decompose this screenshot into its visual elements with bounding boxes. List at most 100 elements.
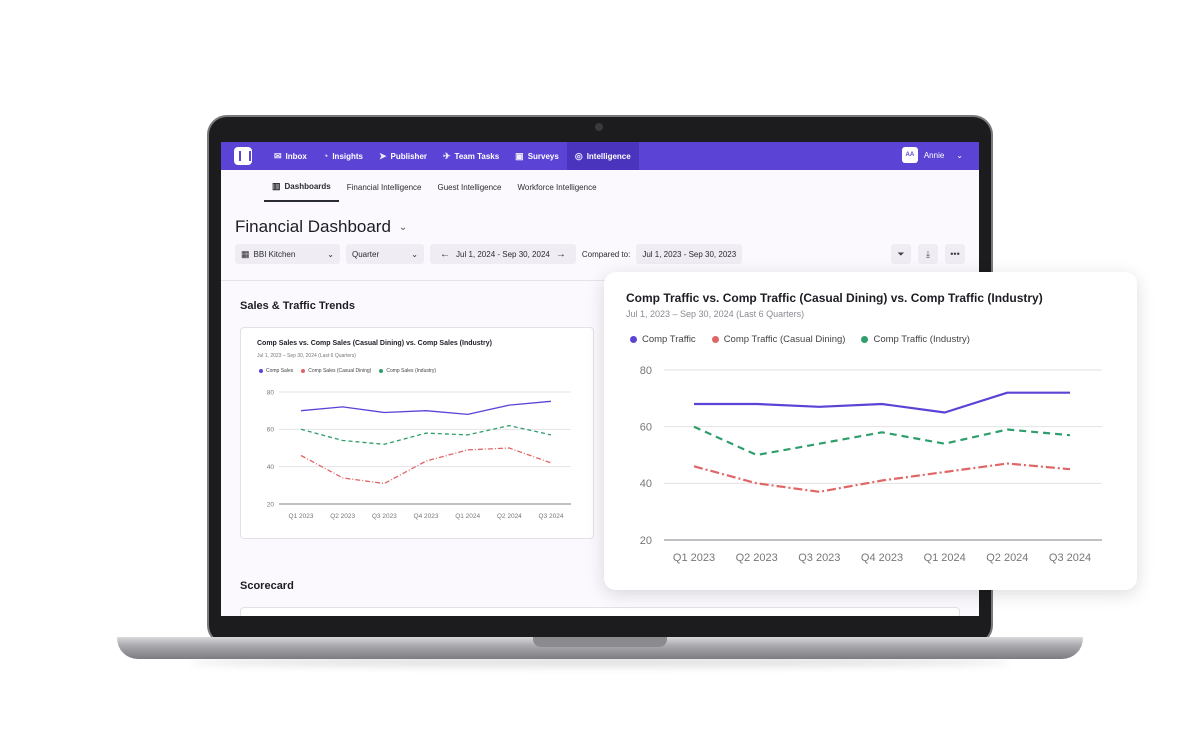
comp-traffic-chart: 20 40 60 80 Q1 2023 Q2 2023 Q3 2023 Q4 2023 Q1 2…	[640, 365, 1102, 564]
nav-insights-label: Insights	[332, 151, 363, 161]
compared-range-value: Jul 1, 2023 - Sep 30, 2023	[642, 249, 737, 259]
tab-workforce-intelligence[interactable]: Workforce Intelligence	[510, 172, 605, 202]
nav-intelligence[interactable]: ◎ Intelligence	[566, 142, 639, 170]
legend-dot	[379, 369, 384, 373]
nav-surveys[interactable]: ▣ Surveys	[507, 142, 567, 170]
page-title-text: Financial Dashboard	[235, 217, 391, 236]
avatar: AA	[901, 147, 918, 163]
nav-team-tasks-label: Team Tasks	[454, 151, 500, 161]
x-tick-label: Q1 2024	[924, 552, 966, 564]
nav-inbox-label: Inbox	[285, 151, 307, 161]
filter-button[interactable]: ⏷	[891, 244, 911, 264]
user-menu[interactable]: AA Annie ⌄	[901, 147, 963, 163]
sub-tabs: ▥ Dashboards Financial Intelligence Gues…	[264, 172, 605, 202]
nav-intelligence-label: Intelligence	[586, 151, 631, 161]
chevron-down-icon: ⌄	[327, 249, 334, 259]
legend-label: Comp Sales (Casual Dining)	[308, 368, 372, 374]
chart-legend: Comp Traffic Comp Traffic (Casual Dining…	[630, 334, 986, 345]
section-title-sales-traffic: Sales & Traffic Trends	[240, 300, 355, 312]
compared-label: Compared to:	[581, 249, 631, 259]
arrow-right-icon[interactable]: →	[555, 248, 566, 260]
nav-inbox[interactable]: ✉ Inbox	[266, 142, 315, 170]
chevron-down-icon: ⌄	[956, 150, 963, 160]
rocket-icon: ✈	[443, 150, 451, 161]
download-icon: ⤓	[926, 248, 930, 259]
laptop-notch	[533, 637, 667, 647]
comp-sales-chart: 20 40 60 80 Q1 2023 Q2 2023 Q3 2023 Q4 2023 Q1 2…	[267, 389, 571, 520]
chart-card-comp-sales: Comp Sales vs. Comp Sales (Casual Dining…	[240, 327, 594, 539]
laptop-base	[117, 637, 1083, 659]
y-tick-label: 40	[267, 464, 275, 471]
laptop-shadow	[190, 657, 1010, 667]
tab-dashboards[interactable]: ▥ Dashboards	[264, 172, 339, 202]
legend-dot	[259, 369, 263, 373]
laptop-camera	[595, 123, 603, 131]
clipboard-icon: ▣	[515, 150, 524, 161]
legend-item[interactable]: Comp Traffic (Casual Dining)	[711, 334, 846, 345]
legend-item[interactable]: Comp Sales (Industry)	[379, 368, 436, 374]
y-tick-label: 60	[267, 427, 275, 434]
legend-dot	[711, 336, 719, 343]
send-icon: ➤	[379, 150, 387, 161]
pie-icon: ◔	[322, 151, 329, 161]
legend-label: Comp Traffic (Casual Dining)	[723, 334, 846, 345]
legend-dot	[861, 336, 869, 343]
series-line	[300, 424, 552, 445]
user-name: Annie	[923, 150, 945, 160]
legend-label: Comp Traffic (Industry)	[873, 334, 970, 345]
scorecard-card	[240, 607, 960, 616]
top-nav: ✉ Inbox ◔ Insights ➤ Publisher ✈ Team Ta…	[221, 142, 979, 170]
legend-item[interactable]: Comp Traffic	[630, 334, 696, 345]
app-logo-icon[interactable]	[234, 147, 252, 165]
nav-team-tasks[interactable]: ✈ Team Tasks	[435, 142, 507, 170]
compared-range-picker[interactable]: Jul 1, 2023 - Sep 30, 2023	[636, 244, 743, 264]
tab-guest-intelligence-label: Guest Intelligence	[437, 182, 502, 192]
legend-item[interactable]: Comp Sales	[259, 368, 293, 374]
y-tick-label: 80	[640, 365, 652, 377]
legend-item[interactable]: Comp Sales (Casual Dining)	[301, 368, 371, 374]
legend-item[interactable]: Comp Traffic (Industry)	[861, 334, 970, 345]
nav-publisher-label: Publisher	[390, 151, 427, 161]
y-tick-label: 40	[640, 478, 652, 490]
download-button[interactable]: ⤓	[918, 244, 938, 264]
app-screen: ✉ Inbox ◔ Insights ➤ Publisher ✈ Team Ta…	[221, 142, 979, 616]
legend-dot	[630, 336, 637, 343]
x-tick-label: Q2 2023	[736, 552, 778, 564]
y-tick-label: 60	[640, 422, 652, 434]
tab-guest-intelligence[interactable]: Guest Intelligence	[429, 172, 509, 202]
series-line	[694, 391, 1070, 414]
chart-title: Comp Traffic vs. Comp Traffic (Casual Di…	[626, 291, 1043, 305]
x-tick-label: Q2 2023	[330, 513, 355, 520]
x-tick-label: Q1 2023	[289, 513, 314, 520]
arrow-left-icon[interactable]: ←	[440, 248, 450, 260]
x-tick-label: Q3 2023	[372, 513, 397, 520]
x-tick-label: Q1 2023	[673, 552, 715, 564]
chart-subtitle: Jul 1, 2023 – Sep 30, 2024 (Last 6 Quart…	[626, 309, 805, 319]
nav-publisher[interactable]: ➤ Publisher	[371, 142, 435, 170]
tab-financial-intelligence[interactable]: Financial Intelligence	[339, 172, 430, 202]
chart-legend: Comp Sales Comp Sales (Casual Dining) Co…	[259, 368, 444, 374]
building-icon: ▦	[241, 248, 250, 259]
filter-icon: ⏷	[897, 248, 905, 259]
location-select[interactable]: ▦ BBI Kitchen ⌄	[235, 244, 340, 264]
series-line	[300, 447, 552, 485]
chart-title: Comp Sales vs. Comp Sales (Casual Dining…	[257, 340, 492, 347]
x-tick-label: Q3 2024	[539, 513, 564, 520]
legend-label: Comp Sales	[266, 368, 294, 374]
legend-label: Comp Sales (Industry)	[386, 368, 437, 374]
orbit-icon: ◎	[574, 150, 583, 161]
tab-dashboards-label: Dashboards	[284, 181, 331, 191]
mail-icon: ✉	[274, 150, 282, 161]
nav-insights[interactable]: ◔ Insights	[315, 142, 371, 170]
page-title[interactable]: Financial Dashboard ⌄	[235, 217, 407, 237]
nav-surveys-label: Surveys	[527, 151, 559, 161]
period-value: Quarter	[352, 249, 380, 259]
series-line	[693, 425, 1071, 457]
y-tick-label: 20	[267, 501, 275, 508]
more-button[interactable]: •••	[945, 244, 965, 264]
period-select[interactable]: Quarter ⌄	[346, 244, 424, 264]
x-tick-label: Q3 2023	[798, 552, 840, 564]
chevron-down-icon: ⌄	[398, 221, 408, 233]
date-range-picker[interactable]: ← Jul 1, 2024 - Sep 30, 2024 →	[430, 244, 576, 264]
